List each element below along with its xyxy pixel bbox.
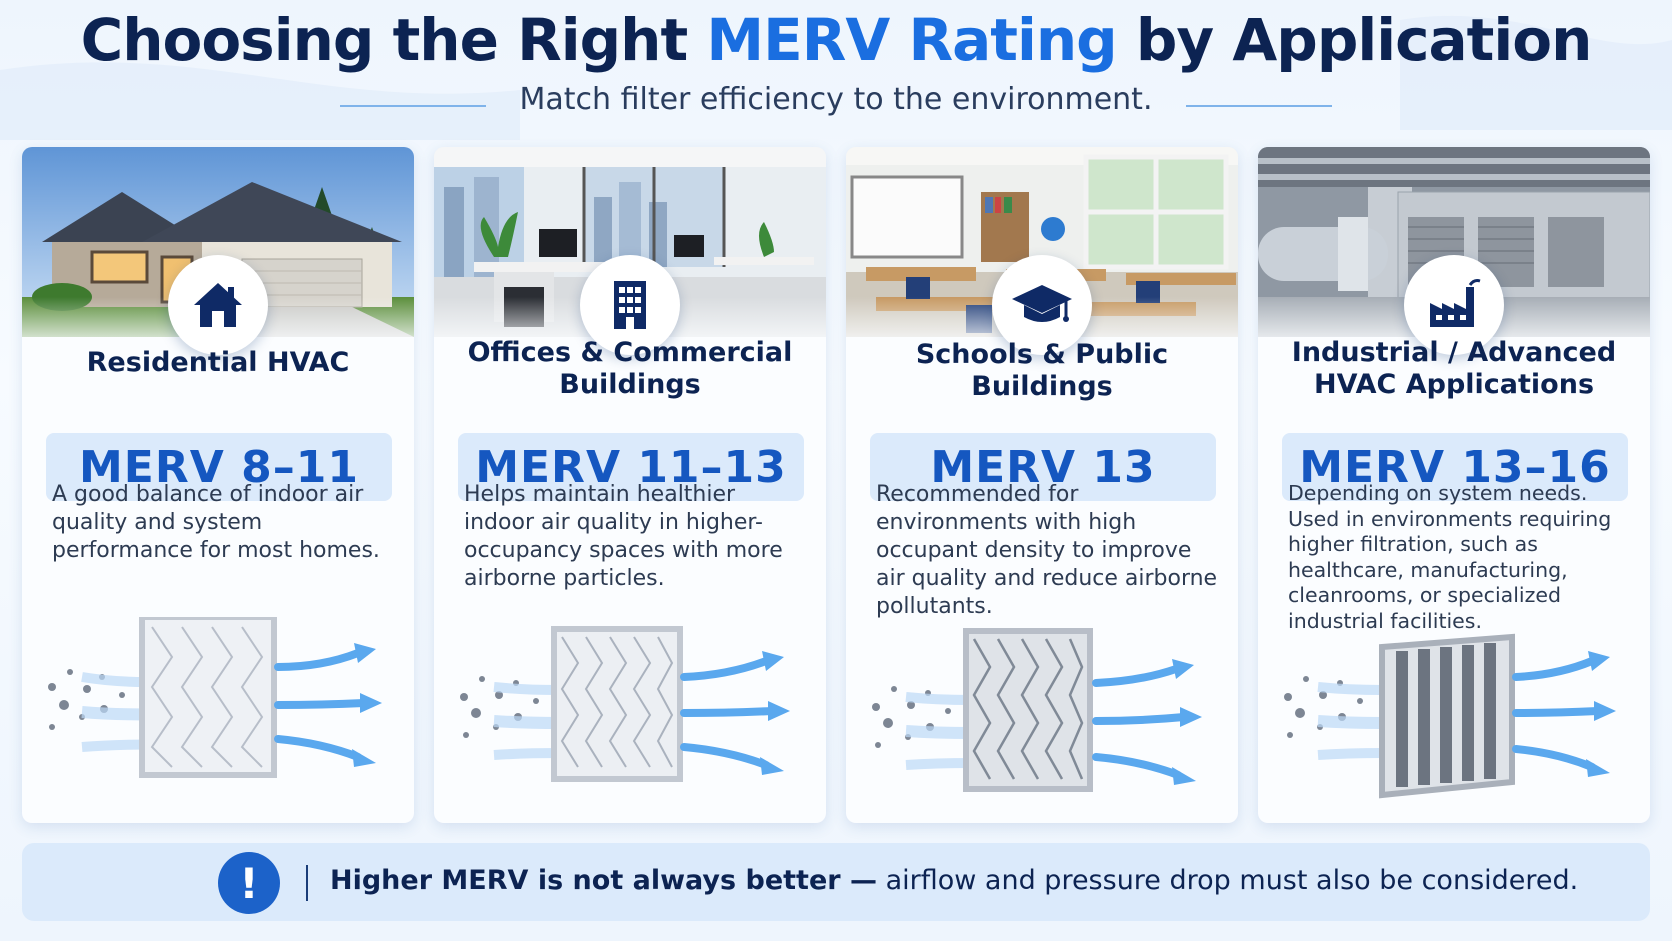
house-icon <box>194 283 242 327</box>
footer-bold-text: Higher MERV is not always better — <box>330 865 877 896</box>
office-building-icon <box>614 281 646 329</box>
exclamation-icon: ! <box>218 852 280 914</box>
factory-icon <box>1430 279 1481 327</box>
card-title: Offices & Commercial Buildings <box>467 337 793 400</box>
card-offices: Offices & Commercial Buildings MERV 11–1… <box>434 147 826 823</box>
header: Choosing the Right MERV Rating by Applic… <box>0 0 1672 140</box>
card-description: A good balance of indoor air quality and… <box>52 482 380 563</box>
filter-illustration <box>48 617 382 778</box>
office-building-badge <box>580 255 680 355</box>
page-title: Choosing the Right MERV Rating by Applic… <box>80 6 1593 74</box>
merv-rating-box: MERV 13–16 <box>1282 433 1628 501</box>
graduation-cap-icon <box>1012 285 1072 322</box>
graduation-cap-badge <box>992 255 1092 355</box>
filter-illustration <box>872 628 1202 792</box>
subtitle-row: Match filter efficiency to the environme… <box>0 78 1672 118</box>
card-title: Residential HVAC <box>86 347 350 378</box>
card-industrial: Industrial / Advanced HVAC Applications … <box>1258 147 1650 823</box>
card-title: Schools & Public Buildings <box>915 339 1169 402</box>
merv-rating-box: MERV 13 <box>870 433 1216 501</box>
subtitle: Match filter efficiency to the environme… <box>519 82 1153 117</box>
factory-badge <box>1404 255 1504 355</box>
merv-rating-box: MERV 8–11 <box>46 433 392 501</box>
card-residential: Residential HVAC MERV 8–11 A good balanc… <box>22 147 414 823</box>
house-badge <box>168 255 268 355</box>
card-description: Helps maintain healthier indoor air qual… <box>464 482 783 591</box>
card-schools: Schools & Public Buildings MERV 13 Recom… <box>846 147 1238 823</box>
card-title: Industrial / Advanced HVAC Applications <box>1291 337 1617 400</box>
filter-illustration <box>460 626 790 782</box>
footer-text: Higher MERV is not always better — airfl… <box>330 865 1578 896</box>
subtitle-rule-left <box>340 105 486 107</box>
merv-rating-box: MERV 11–13 <box>458 433 804 501</box>
footer-rest-text: airflow and pressure drop must also be c… <box>877 865 1579 896</box>
footer-note: ! Higher MERV is not always better — air… <box>22 843 1650 921</box>
card-description: Depending on system needs. Used in envir… <box>1288 481 1612 633</box>
subtitle-rule-right <box>1186 105 1332 107</box>
filter-illustration <box>1284 633 1616 799</box>
footer-divider <box>306 865 308 901</box>
card-description: Recommended for environments with high o… <box>876 482 1218 619</box>
